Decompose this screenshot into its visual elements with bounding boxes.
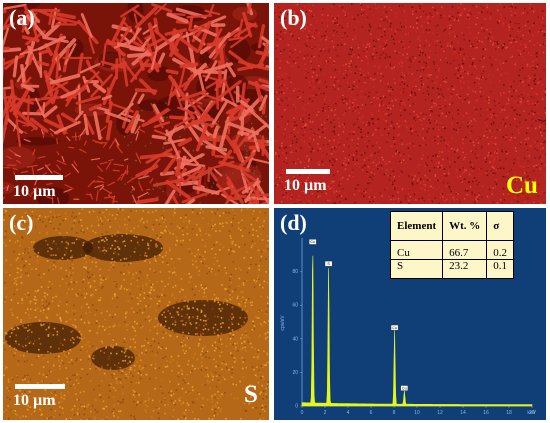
table-row: Cu 66.7 0.2 — [389, 240, 515, 260]
peak-label: Cu — [310, 240, 315, 244]
panel-c-scale-bar — [15, 384, 65, 389]
x-tick-label: 16 — [483, 410, 489, 416]
x-tick-label: 10 — [414, 410, 420, 416]
peak-label: Cu — [392, 326, 397, 330]
panel-a-letter: (a) — [9, 5, 35, 30]
table-header-element: Element — [389, 211, 444, 241]
table-cell-element: Cu — [389, 240, 444, 260]
table-cell-wt: 66.7 — [442, 240, 488, 260]
x-tick-label: 20 — [529, 410, 535, 416]
table-header-sigma: σ — [486, 211, 515, 241]
table-row: S 23.2 0.1 — [389, 259, 515, 279]
y-tick-label: 40 — [292, 336, 298, 342]
eds-spectrum-plot: 0 2 4 6 8 10 12 14 16 18 20020406080cps/eVkeVCuSCu… — [280, 238, 537, 416]
x-tick-label: 18 — [506, 410, 512, 416]
table-cell-wt: 23.2 — [442, 259, 488, 279]
x-tick-label: 4 — [347, 410, 350, 416]
panel-c-letter: (c) — [9, 210, 34, 235]
panel-b-scale-bar — [286, 169, 330, 174]
peak-label-box — [309, 239, 317, 245]
table-cell-sigma: 0.2 — [486, 240, 515, 260]
y-tick-label: 80 — [292, 269, 298, 275]
table-cell-sigma: 0.1 — [486, 259, 515, 279]
y-tick-label: 20 — [292, 370, 298, 376]
peak-label-box — [390, 324, 399, 331]
peak-label: S — [327, 262, 330, 266]
sem-micrograph — [3, 3, 269, 204]
x-tick-label: 14 — [460, 410, 466, 416]
panel-c-scale-label: 10 µm — [13, 392, 56, 409]
s-element-label: S — [244, 381, 258, 408]
s-map-panel: (c) 10 µm S — [3, 208, 269, 420]
y-tick-label: 0 — [295, 404, 298, 410]
y-tick-label: 60 — [292, 303, 298, 309]
x-tick-label: 0 — [301, 410, 304, 416]
panel-b-scale-label: 10 µm — [284, 177, 327, 194]
x-tick-label: 12 — [437, 410, 443, 416]
x-axis-label: keV — [527, 410, 536, 416]
cu-map-panel: (b) 10 µm Cu — [274, 3, 546, 204]
x-tick-label: 2 — [324, 410, 327, 416]
peak-label: Cu — [402, 386, 407, 390]
table-cell-element: S — [389, 259, 444, 279]
x-tick-label: 6 — [370, 410, 373, 416]
composition-table: Element Wt. % σ Cu 66.7 0.2 S 23.2 0.1 — [389, 211, 515, 279]
peak-label-box — [400, 385, 408, 391]
peak-label-box — [324, 261, 333, 267]
table-header-wt: Wt. % — [442, 211, 488, 241]
spectrum-series — [301, 255, 533, 407]
y-axis-label: cps/eV — [280, 315, 286, 331]
s-element-map — [3, 208, 269, 420]
cu-element-map — [274, 3, 546, 204]
x-tick-label: 8 — [393, 410, 396, 416]
sem-panel: (a) 10 µm — [3, 3, 269, 204]
panel-a-scale-bar — [15, 175, 63, 180]
table-header-row: Element Wt. % σ — [389, 211, 515, 241]
cu-element-label: Cu — [506, 172, 538, 199]
panel-d-letter: (d) — [280, 210, 307, 235]
panel-a-scale-label: 10 µm — [13, 183, 56, 200]
eds-spectrum-panel: 0 2 4 6 8 10 12 14 16 18 20 0 20 40 60 80 cps/eV keV Cu S Cu… — [274, 208, 546, 420]
panel-b-letter: (b) — [280, 5, 307, 30]
